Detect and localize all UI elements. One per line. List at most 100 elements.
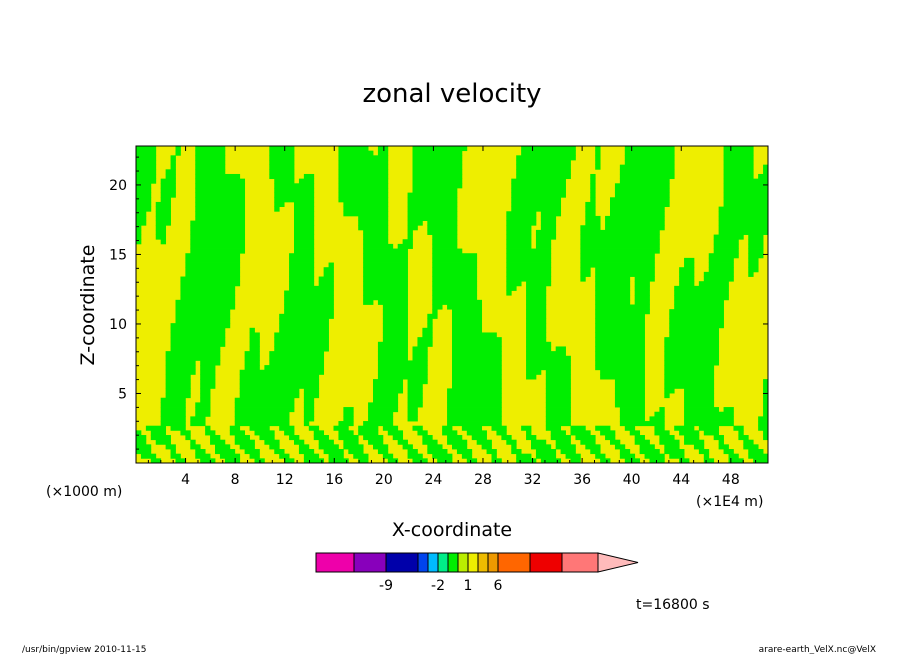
field-cell-negative <box>738 435 749 441</box>
field-cell-negative <box>575 435 596 441</box>
field-cell-negative <box>195 178 246 184</box>
field-cell-negative <box>343 416 354 422</box>
field-cell-negative <box>407 379 428 385</box>
field-cell-negative <box>432 243 458 249</box>
field-cell-negative <box>614 379 645 385</box>
field-cell-negative <box>377 346 408 352</box>
field-cell-negative <box>195 453 211 459</box>
field-cell-negative <box>432 248 463 254</box>
field-cell-negative <box>382 313 408 319</box>
field-cell-negative <box>136 435 147 441</box>
field-cell-negative <box>669 453 685 459</box>
field-cell-negative <box>298 178 315 184</box>
field-cell-negative <box>180 285 236 291</box>
field-cell-negative <box>432 239 458 245</box>
field-cell-negative <box>664 444 680 450</box>
field-cell-negative <box>382 425 399 431</box>
field-cell-negative <box>491 425 507 431</box>
field-cell-negative <box>763 407 768 413</box>
field-cell-negative <box>679 271 695 277</box>
field-cell-negative <box>407 192 458 198</box>
field-cell-negative <box>170 449 176 455</box>
y-tick-label: 5 <box>118 386 127 402</box>
field-cell-negative <box>614 187 670 194</box>
field-cell-negative <box>624 425 636 431</box>
field-cell-negative <box>195 402 211 408</box>
field-cell-negative <box>412 159 463 166</box>
field-cell-negative <box>511 187 566 194</box>
field-cell-negative <box>363 248 408 254</box>
field-cell-negative <box>506 267 552 273</box>
field-cell-negative <box>506 225 532 231</box>
field-cell-negative <box>348 449 364 455</box>
field-cell-negative <box>595 164 601 170</box>
field-cell-negative <box>580 229 660 235</box>
field-cell-negative <box>284 309 334 315</box>
field-cell-negative <box>328 458 349 463</box>
field-cell-negative <box>353 453 369 459</box>
field-cell-negative <box>175 313 231 319</box>
field-cell-negative <box>664 369 715 375</box>
field-cell-negative <box>136 197 152 203</box>
field-cell-negative <box>516 155 576 161</box>
field-cell-negative <box>511 178 566 184</box>
field-cell-negative <box>639 444 655 450</box>
field-cell-negative <box>748 243 764 249</box>
field-cell-negative <box>328 262 334 268</box>
field-cell-negative <box>684 257 695 263</box>
field-cell-negative <box>284 430 295 436</box>
field-cell-negative <box>407 201 458 208</box>
field-cell-negative <box>506 239 532 245</box>
field-cell-negative <box>407 206 458 212</box>
field-cell-negative <box>624 159 675 166</box>
field-cell-negative <box>526 313 547 319</box>
field-cell-negative <box>249 453 260 459</box>
field-cell-negative <box>407 197 458 203</box>
field-cell-negative <box>368 402 399 408</box>
field-cell-negative <box>185 253 241 259</box>
field-cell-negative <box>190 416 206 422</box>
field-cell-negative <box>170 159 176 166</box>
plot-frame <box>135 145 769 464</box>
field-cell-negative <box>654 430 670 436</box>
field-cell-negative <box>368 439 384 445</box>
field-cell-negative <box>763 383 768 389</box>
field-cell-negative <box>748 239 764 245</box>
x-tick-label: 44 <box>672 472 690 488</box>
field-cell-negative <box>471 435 487 441</box>
field-cell-negative <box>136 206 152 212</box>
field-cell-negative <box>718 229 768 235</box>
colorbar-swatch <box>457 552 469 573</box>
field-cell-negative <box>382 332 408 338</box>
field-cell-negative <box>318 276 334 282</box>
field-cell-negative <box>407 211 458 217</box>
field-cell-negative <box>763 435 768 441</box>
field-cell-negative <box>595 281 631 287</box>
field-cell-negative <box>723 178 768 184</box>
field-cell-negative <box>244 365 260 371</box>
field-cell-negative <box>170 332 226 338</box>
field-cell-negative <box>155 220 171 226</box>
field-cell-negative <box>452 369 502 375</box>
field-cell-negative <box>447 393 502 399</box>
x-tick-label: 28 <box>474 472 492 488</box>
field-cell-negative <box>452 341 502 347</box>
field-cell-negative <box>254 430 275 436</box>
field-cell-negative <box>338 178 389 184</box>
field-cell-negative <box>748 267 759 273</box>
field-cell-negative <box>234 397 295 403</box>
field-cell-negative <box>160 183 176 189</box>
field-cell-negative <box>363 295 408 301</box>
field-cell-negative <box>718 444 729 450</box>
field-cell-negative <box>506 271 552 277</box>
colorbar-swatch <box>437 552 449 573</box>
field-cell-negative <box>190 234 246 240</box>
field-cell-negative <box>580 234 660 240</box>
field-cell-negative <box>303 402 315 408</box>
field-cell-negative <box>363 271 408 277</box>
field-cell-negative <box>605 215 665 221</box>
field-cell-negative <box>382 318 408 324</box>
field-cell-negative <box>200 369 216 375</box>
field-cell-negative <box>624 150 675 156</box>
field-cell-negative <box>526 299 547 305</box>
